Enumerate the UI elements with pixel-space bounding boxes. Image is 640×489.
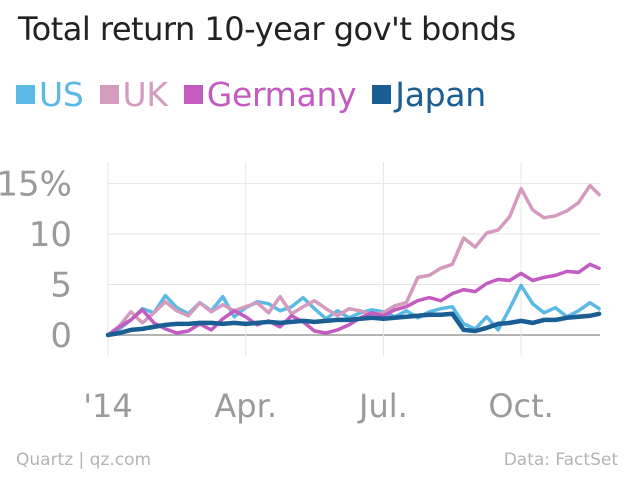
legend-swatch-us	[16, 84, 35, 104]
chart-title: Total return 10-year gov't bonds	[18, 10, 516, 48]
legend-item-uk: UK	[99, 74, 169, 114]
legend-label-us: US	[39, 74, 84, 114]
japan-series-line	[105, 311, 602, 338]
legend: US UK Germany Japan	[16, 74, 502, 114]
y-tick-label: 0	[50, 316, 72, 356]
x-tick-label: '14	[83, 387, 133, 425]
legend-label-uk: UK	[122, 74, 169, 114]
y-tick-label: 10	[29, 215, 72, 255]
y-tick-label: 15%	[0, 165, 72, 205]
legend-swatch-germany	[183, 84, 203, 104]
footer-source-right: Data: FactSet	[503, 450, 618, 470]
legend-label-germany: Germany	[206, 74, 357, 114]
x-tick-label: Jul.	[357, 387, 408, 425]
x-tick-label: Apr.	[214, 387, 277, 425]
legend-item-japan: Japan	[372, 75, 486, 114]
legend-item-germany: Germany	[183, 74, 357, 114]
y-tick-label: 5	[50, 266, 72, 306]
footer-source-left: Quartz | qz.com	[16, 450, 152, 470]
legend-swatch-uk	[99, 84, 119, 104]
legend-swatch-japan	[372, 84, 392, 104]
uk-series-line	[106, 183, 601, 337]
legend-item-us: US	[16, 75, 84, 114]
legend-label-japan: Japan	[395, 74, 486, 114]
x-tick-label: Oct.	[488, 387, 554, 425]
